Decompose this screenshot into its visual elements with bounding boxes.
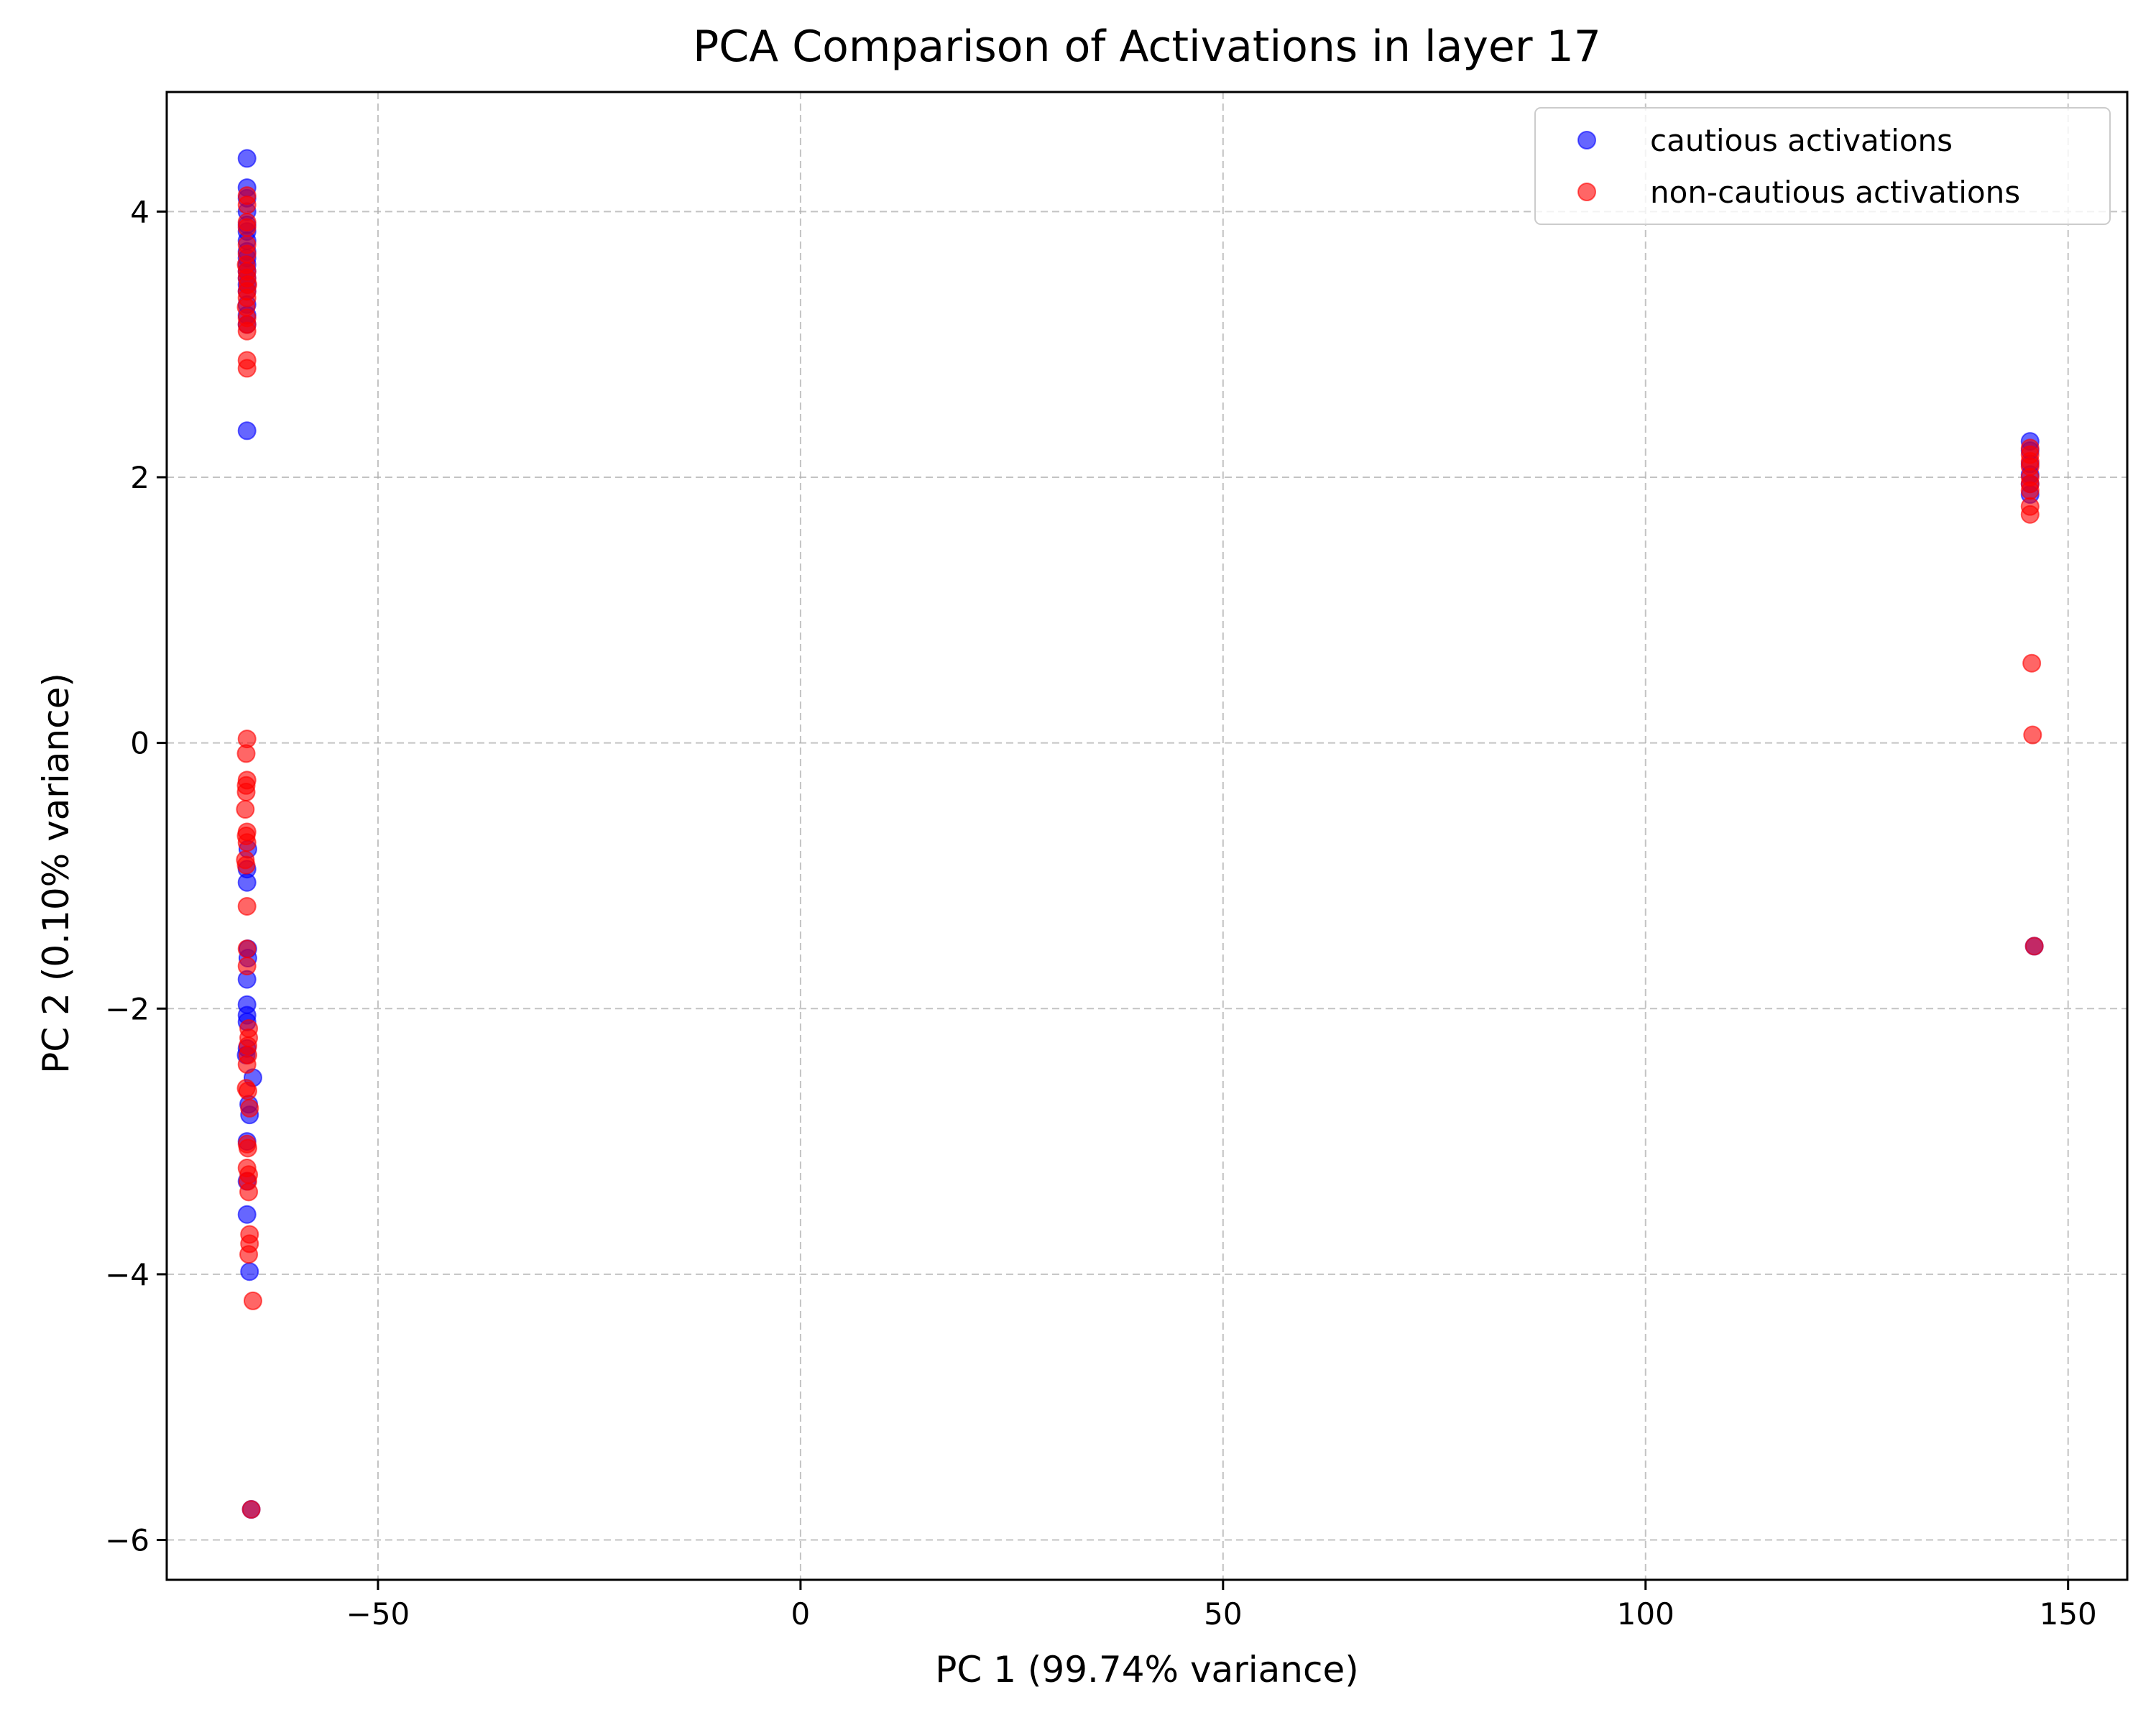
data-point [239, 1182, 259, 1202]
data-point [237, 149, 257, 168]
legend-box [1534, 107, 2111, 225]
axis-ticks: −50 0 50 100 150 −6 −4 −2 0 2 4 [105, 194, 2097, 1632]
y-tick-label: −6 [105, 1523, 149, 1558]
data-point [238, 1138, 257, 1158]
data-point [243, 1291, 262, 1310]
data-point [236, 855, 256, 875]
data-point [236, 800, 255, 819]
data-point [237, 321, 257, 341]
x-tick-label: 150 [2040, 1596, 2097, 1632]
y-tick-label: −4 [105, 1257, 149, 1292]
legend-label: cautious activations [1650, 123, 1953, 158]
legend-marker [1577, 183, 1596, 201]
data-point [2024, 937, 2044, 956]
grid-lines [167, 92, 2127, 1580]
x-tick-label: 50 [1204, 1596, 1242, 1632]
data-point [237, 957, 257, 976]
plot-area-frame [165, 91, 2129, 1581]
x-tick-label: 100 [1617, 1596, 1674, 1632]
series-non-cautious [236, 186, 2044, 1519]
data-point [237, 939, 257, 959]
series-cautious [236, 149, 2044, 1519]
y-tick-label: 4 [130, 194, 149, 229]
data-point [240, 1098, 259, 1118]
data-point [238, 1081, 257, 1100]
data-points [236, 149, 2044, 1519]
legend-label: non-cautious activations [1650, 175, 2020, 210]
data-point [237, 1054, 257, 1074]
y-axis-label: PC 2 (0.10% variance) [35, 673, 77, 1074]
data-point [241, 1500, 261, 1519]
y-tick-label: 2 [130, 460, 149, 495]
data-point [237, 873, 257, 892]
data-point [237, 196, 257, 215]
y-tick-label: 0 [130, 726, 149, 761]
x-tick-label: −50 [346, 1596, 410, 1632]
x-axis-label: PC 1 (99.74% variance) [935, 1649, 1358, 1690]
data-point [2023, 725, 2042, 745]
y-tick-label: −2 [105, 991, 149, 1026]
data-point [240, 1262, 259, 1282]
legend-marker [1577, 131, 1596, 150]
data-point [2020, 505, 2040, 524]
data-point [239, 1245, 259, 1264]
chart-title: PCA Comparison of Activations in layer 1… [693, 22, 1601, 72]
data-point [237, 896, 257, 916]
data-point [2022, 653, 2042, 673]
data-point [237, 218, 257, 237]
data-point [237, 421, 257, 441]
data-point [237, 833, 257, 852]
data-point [2020, 481, 2040, 500]
data-point [236, 783, 256, 802]
data-point [237, 1205, 257, 1224]
data-point [236, 744, 256, 763]
legend: cautious activations non-cautious activat… [1534, 107, 2111, 225]
x-tick-label: 0 [791, 1596, 811, 1632]
data-point [237, 359, 257, 378]
